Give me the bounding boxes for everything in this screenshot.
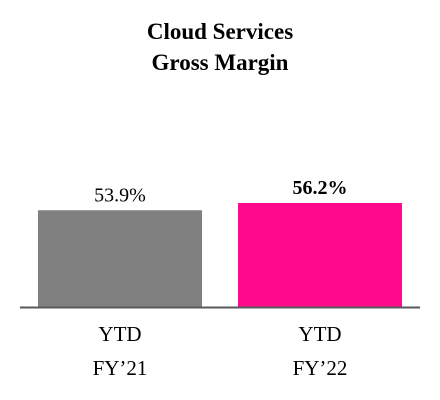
category-label-0-line-2: FY’21 — [93, 356, 148, 380]
bar-value-label-1: 56.2% — [293, 177, 348, 199]
bar-value-label-0: 53.9% — [94, 184, 146, 206]
category-label-0-line-1: YTD — [98, 322, 141, 346]
bar-1 — [238, 203, 402, 307]
category-label-1-line-2: FY’22 — [293, 356, 348, 380]
chart-title-line-1: Cloud Services — [146, 19, 294, 44]
bar-0 — [38, 210, 202, 307]
category-label-1-line-1: YTD — [298, 322, 341, 346]
chart-title-line-2: Gross Margin — [151, 50, 289, 75]
